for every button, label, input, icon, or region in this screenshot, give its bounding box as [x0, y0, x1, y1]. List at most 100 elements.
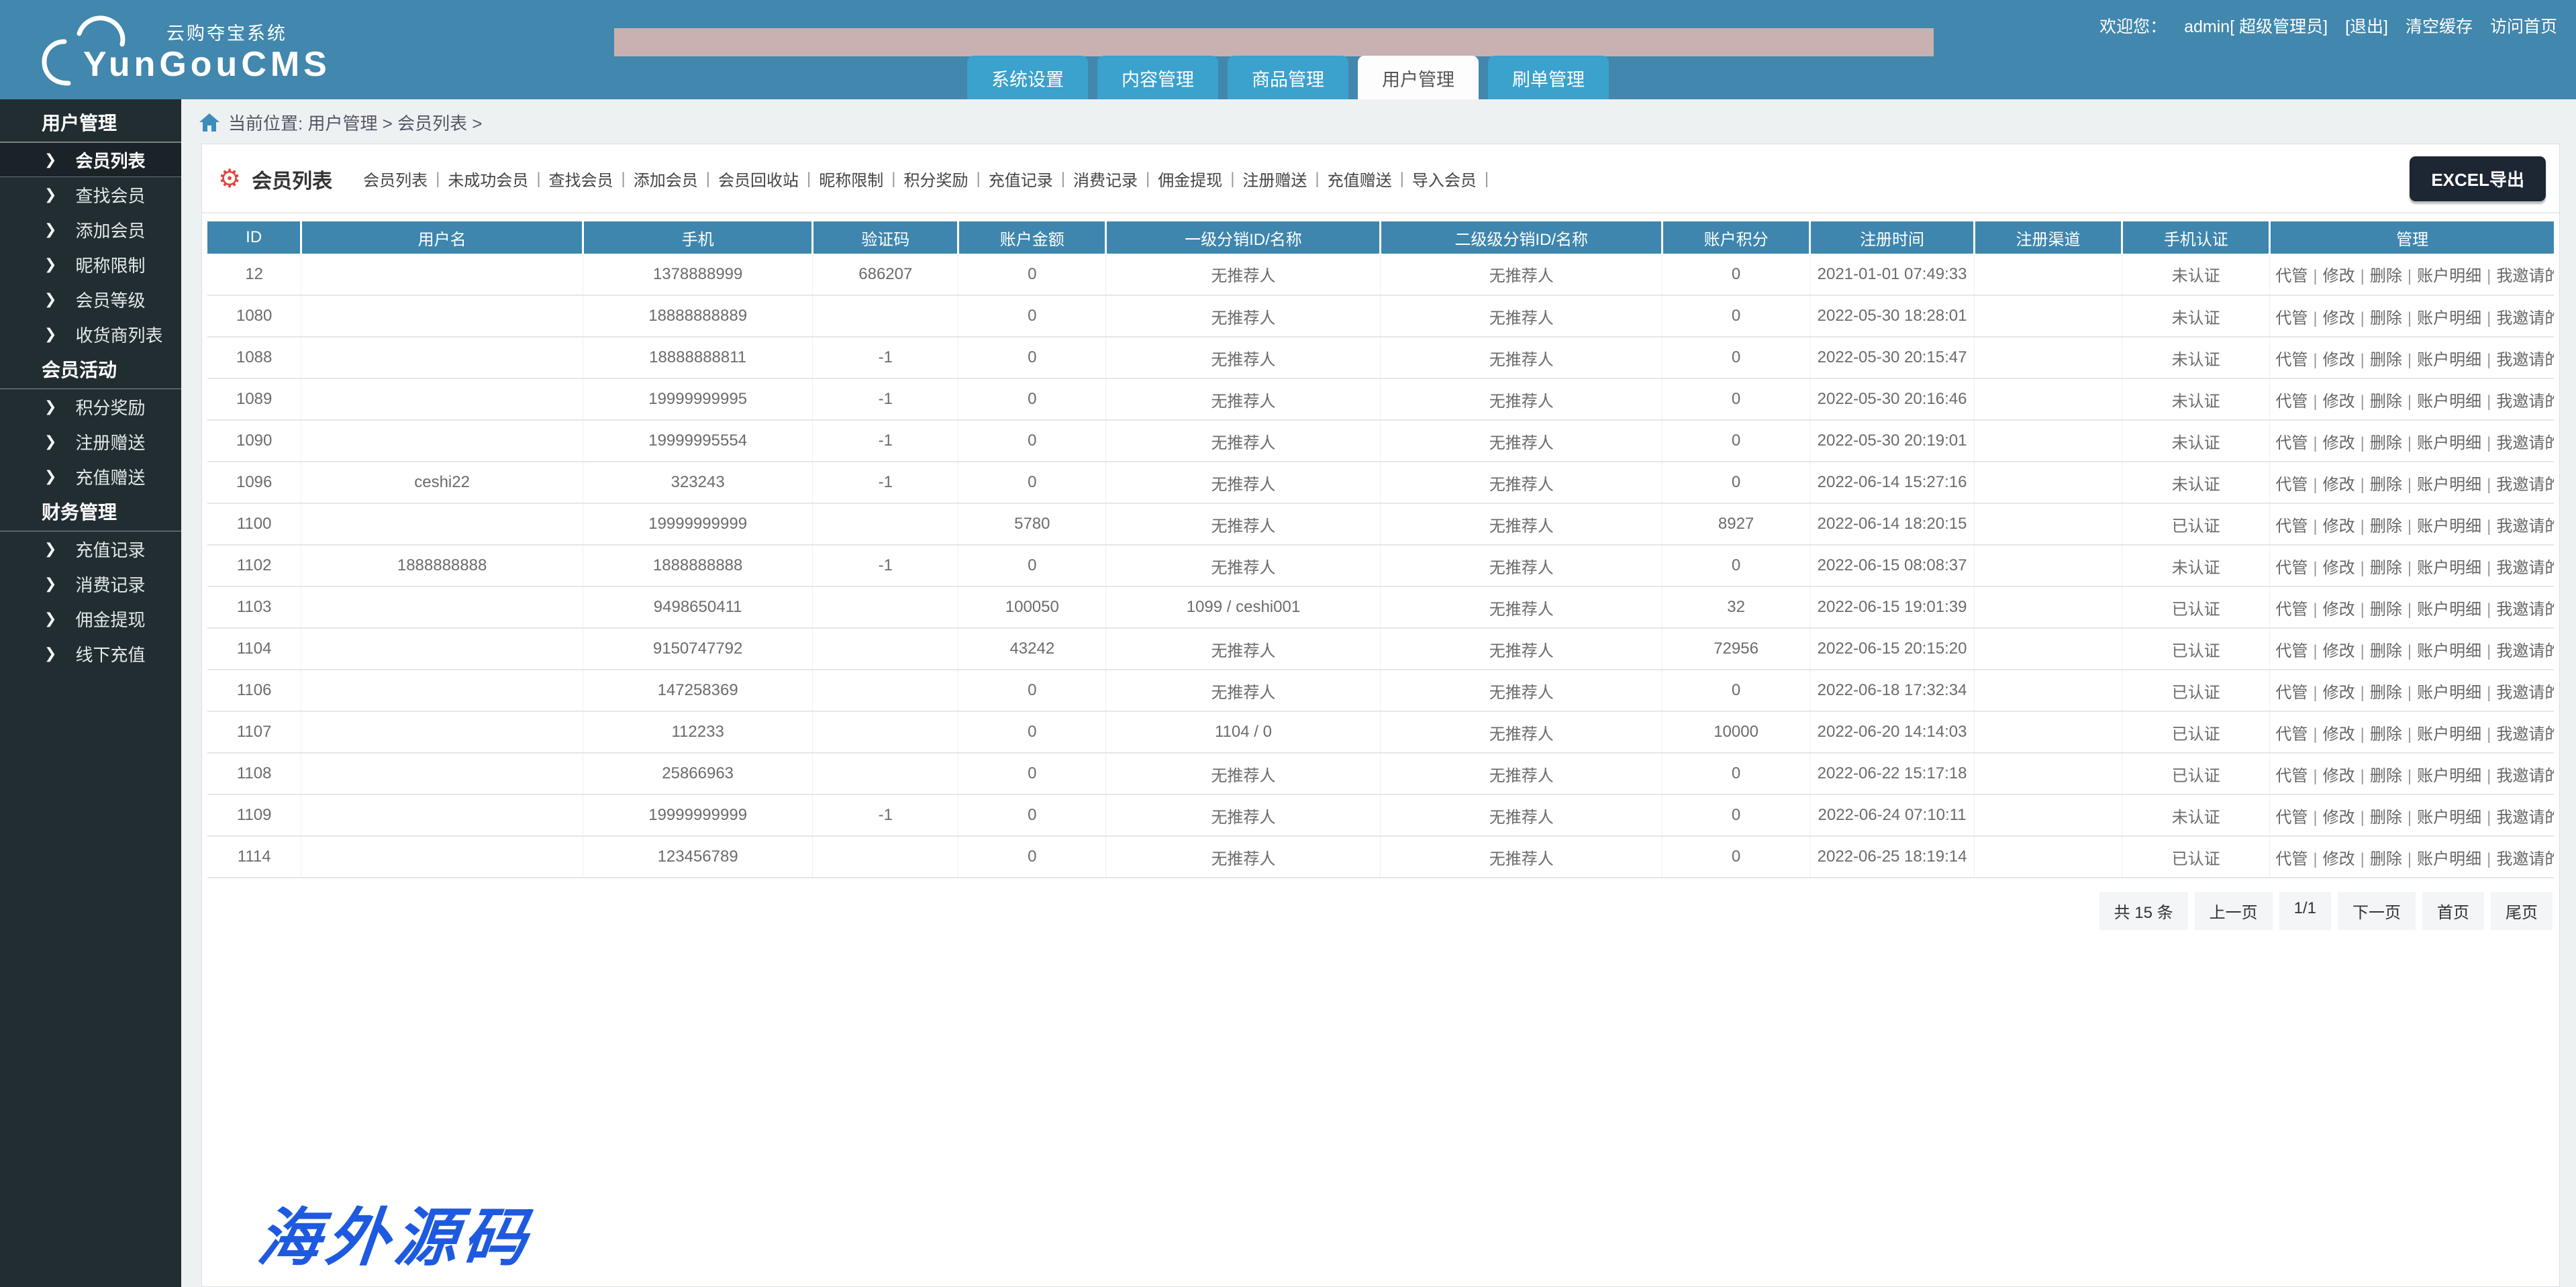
toolbar-link-佣金提现[interactable]: 佣金提现	[1158, 172, 1223, 190]
action-link-账户明细[interactable]: 账户明细	[2417, 350, 2482, 369]
action-link-账户明细[interactable]: 账户明细	[2417, 683, 2482, 702]
toolbar-link-充值记录[interactable]: 充值记录	[988, 172, 1053, 190]
action-link-我邀请的用户[interactable]: 我邀请的用户	[2496, 600, 2554, 619]
last-page-button[interactable]: 尾页	[2491, 892, 2553, 930]
action-link-修改[interactable]: 修改	[2322, 433, 2355, 452]
action-link-删除[interactable]: 删除	[2369, 309, 2402, 327]
action-link-账户明细[interactable]: 账户明细	[2417, 600, 2482, 619]
excel-export-button[interactable]: EXCEL导出	[2410, 156, 2546, 201]
action-link-代管[interactable]: 代管	[2275, 725, 2308, 743]
action-link-代管[interactable]: 代管	[2275, 350, 2308, 369]
action-link-修改[interactable]: 修改	[2322, 517, 2355, 535]
sidebar-item-收货商列表[interactable]: ❯ 收货商列表	[0, 317, 181, 352]
toolbar-link-昵称限制[interactable]: 昵称限制	[819, 172, 884, 190]
action-link-修改[interactable]: 修改	[2322, 267, 2355, 285]
action-link-修改[interactable]: 修改	[2322, 600, 2355, 619]
toolbar-link-添加会员[interactable]: 添加会员	[633, 172, 698, 190]
action-link-代管[interactable]: 代管	[2275, 558, 2308, 577]
action-link-修改[interactable]: 修改	[2322, 766, 2355, 785]
action-link-账户明细[interactable]: 账户明细	[2417, 766, 2482, 785]
action-link-删除[interactable]: 删除	[2369, 808, 2402, 827]
action-link-代管[interactable]: 代管	[2275, 641, 2308, 660]
visit-home-link[interactable]: 访问首页	[2489, 17, 2557, 36]
action-link-删除[interactable]: 删除	[2369, 641, 2402, 660]
action-link-修改[interactable]: 修改	[2322, 392, 2355, 411]
action-link-我邀请的用户[interactable]: 我邀请的用户	[2496, 309, 2554, 327]
action-link-我邀请的用户[interactable]: 我邀请的用户	[2496, 641, 2554, 660]
action-link-删除[interactable]: 删除	[2369, 683, 2402, 702]
sidebar-item-昵称限制[interactable]: ❯ 昵称限制	[0, 247, 181, 282]
action-link-修改[interactable]: 修改	[2322, 309, 2355, 327]
first-page-button[interactable]: 首页	[2422, 892, 2484, 930]
action-link-账户明细[interactable]: 账户明细	[2417, 808, 2482, 827]
sidebar-item-消费记录[interactable]: ❯ 消费记录	[0, 566, 181, 601]
sidebar-item-注册赠送[interactable]: ❯ 注册赠送	[0, 424, 181, 459]
action-link-账户明细[interactable]: 账户明细	[2417, 558, 2482, 577]
nav-tab-用户管理[interactable]: 用户管理	[1358, 56, 1479, 99]
nav-tab-系统设置[interactable]: 系统设置	[967, 56, 1088, 99]
action-link-代管[interactable]: 代管	[2275, 267, 2308, 285]
action-link-我邀请的用户[interactable]: 我邀请的用户	[2496, 475, 2554, 494]
action-link-修改[interactable]: 修改	[2322, 683, 2355, 702]
toolbar-link-会员列表[interactable]: 会员列表	[363, 172, 428, 190]
sidebar-item-佣金提现[interactable]: ❯ 佣金提现	[0, 601, 181, 636]
action-link-我邀请的用户[interactable]: 我邀请的用户	[2496, 350, 2554, 369]
action-link-我邀请的用户[interactable]: 我邀请的用户	[2496, 267, 2554, 285]
action-link-我邀请的用户[interactable]: 我邀请的用户	[2496, 433, 2554, 452]
action-link-代管[interactable]: 代管	[2275, 766, 2308, 785]
action-link-删除[interactable]: 删除	[2369, 433, 2402, 452]
sidebar-item-线下充值[interactable]: ❯ 线下充值	[0, 636, 181, 671]
action-link-账户明细[interactable]: 账户明细	[2417, 850, 2482, 868]
action-link-账户明细[interactable]: 账户明细	[2417, 392, 2482, 411]
action-link-代管[interactable]: 代管	[2275, 309, 2308, 327]
action-link-账户明细[interactable]: 账户明细	[2417, 517, 2482, 535]
action-link-代管[interactable]: 代管	[2275, 433, 2308, 452]
sidebar-item-添加会员[interactable]: ❯ 添加会员	[0, 212, 181, 247]
logout-link[interactable]: [退出]	[2345, 17, 2388, 36]
action-link-删除[interactable]: 删除	[2369, 850, 2402, 868]
action-link-我邀请的用户[interactable]: 我邀请的用户	[2496, 683, 2554, 702]
action-link-删除[interactable]: 删除	[2369, 600, 2402, 619]
action-link-删除[interactable]: 删除	[2369, 558, 2402, 577]
action-link-我邀请的用户[interactable]: 我邀请的用户	[2496, 392, 2554, 411]
toolbar-link-积分奖励[interactable]: 积分奖励	[903, 172, 969, 190]
toolbar-link-未成功会员[interactable]: 未成功会员	[448, 172, 529, 190]
action-link-修改[interactable]: 修改	[2322, 725, 2355, 743]
nav-tab-商品管理[interactable]: 商品管理	[1228, 56, 1348, 99]
sidebar-item-积分奖励[interactable]: ❯ 积分奖励	[0, 389, 181, 424]
toolbar-link-消费记录[interactable]: 消费记录	[1073, 172, 1138, 190]
action-link-删除[interactable]: 删除	[2369, 766, 2402, 785]
action-link-代管[interactable]: 代管	[2275, 392, 2308, 411]
sidebar-item-充值记录[interactable]: ❯ 充值记录	[0, 531, 181, 566]
toolbar-link-查找会员[interactable]: 查找会员	[548, 172, 613, 190]
action-link-修改[interactable]: 修改	[2322, 350, 2355, 369]
action-link-代管[interactable]: 代管	[2275, 475, 2308, 494]
action-link-删除[interactable]: 删除	[2369, 267, 2402, 285]
nav-tab-刷单管理[interactable]: 刷单管理	[1488, 56, 1609, 99]
action-link-我邀请的用户[interactable]: 我邀请的用户	[2496, 558, 2554, 577]
action-link-代管[interactable]: 代管	[2275, 517, 2308, 535]
action-link-删除[interactable]: 删除	[2369, 350, 2402, 369]
action-link-我邀请的用户[interactable]: 我邀请的用户	[2496, 850, 2554, 868]
nav-tab-内容管理[interactable]: 内容管理	[1097, 56, 1218, 99]
action-link-账户明细[interactable]: 账户明细	[2417, 309, 2482, 327]
toolbar-link-注册赠送[interactable]: 注册赠送	[1242, 172, 1307, 190]
action-link-删除[interactable]: 删除	[2369, 475, 2402, 494]
action-link-代管[interactable]: 代管	[2275, 600, 2308, 619]
action-link-我邀请的用户[interactable]: 我邀请的用户	[2496, 517, 2554, 535]
toolbar-link-会员回收站[interactable]: 会员回收站	[718, 172, 799, 190]
sidebar-item-充值赠送[interactable]: ❯ 充值赠送	[0, 459, 181, 494]
action-link-代管[interactable]: 代管	[2275, 850, 2308, 868]
action-link-账户明细[interactable]: 账户明细	[2417, 267, 2482, 285]
action-link-账户明细[interactable]: 账户明细	[2417, 475, 2482, 494]
action-link-账户明细[interactable]: 账户明细	[2417, 725, 2482, 743]
next-page-button[interactable]: 下一页	[2338, 892, 2416, 930]
action-link-修改[interactable]: 修改	[2322, 808, 2355, 827]
sidebar-item-查找会员[interactable]: ❯ 查找会员	[0, 177, 181, 212]
sidebar-item-会员列表[interactable]: ❯ 会员列表	[0, 142, 181, 177]
sidebar-item-会员等级[interactable]: ❯ 会员等级	[0, 282, 181, 317]
action-link-删除[interactable]: 删除	[2369, 725, 2402, 743]
action-link-修改[interactable]: 修改	[2322, 850, 2355, 868]
action-link-删除[interactable]: 删除	[2369, 392, 2402, 411]
action-link-代管[interactable]: 代管	[2275, 683, 2308, 702]
